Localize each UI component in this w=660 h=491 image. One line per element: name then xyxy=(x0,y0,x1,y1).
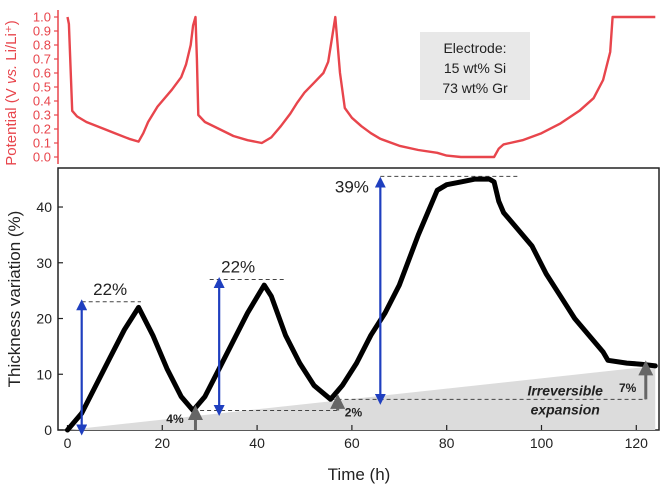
irreversible-step-label: 7% xyxy=(619,381,637,395)
thickness-panel: 0 10 20 30 40 0 20 40 60 80 100 120 Time (h) Thicknes… xyxy=(5,167,660,484)
potential-y-tick-label: 1.0 xyxy=(33,10,51,25)
time-x-axis-title: Time (h) xyxy=(328,465,391,484)
thickness-curve xyxy=(65,176,658,433)
expansion-percent-label: 39% xyxy=(335,177,369,196)
potential-y-tick-label: 0.9 xyxy=(33,24,51,39)
thickness-y-tick-label: 30 xyxy=(36,255,52,271)
thickness-x-tick-label: 0 xyxy=(64,435,72,451)
thickness-x-tick-label: 80 xyxy=(439,435,455,451)
thickness-x-tick-label: 120 xyxy=(625,435,649,451)
potential-y-tick-label: 0.5 xyxy=(33,80,51,95)
potential-y-tick-label: 0.1 xyxy=(33,136,51,151)
irreversible-expansion-label: Irreversible xyxy=(527,382,603,398)
potential-y-tick-label: 0.3 xyxy=(33,108,51,123)
thickness-x-tick-label: 20 xyxy=(154,435,170,451)
electrode-legend-line: Electrode: xyxy=(443,40,506,56)
potential-y-tick-label: 0.0 xyxy=(33,150,51,165)
expansion-percent-label: 22% xyxy=(93,280,127,299)
potential-curve xyxy=(66,15,656,159)
potential-y-tick-label: 0.8 xyxy=(33,38,51,53)
electrode-legend-box xyxy=(420,32,530,100)
irreversible-step-label: 2% xyxy=(345,405,363,419)
thickness-y-axis-title: Thickness variation (%) xyxy=(5,211,24,388)
irreversible-expansion-label: expansion xyxy=(531,401,600,417)
potential-panel: 0.00.10.20.30.40.50.60.70.80.91.0 Potenti… xyxy=(3,10,656,166)
electrode-legend: Electrode: 15 wt% Si 73 wt% Gr xyxy=(420,32,530,100)
electrode-legend-line: 15 wt% Si xyxy=(444,60,506,76)
irreversible-step-label: 4% xyxy=(166,412,184,426)
thickness-y-tick-label: 40 xyxy=(36,199,52,215)
potential-y-tick-label: 0.6 xyxy=(33,66,51,81)
thickness-y-tick-label: 10 xyxy=(36,366,52,382)
thickness-y-tick-label: 0 xyxy=(44,422,52,438)
thickness-x-tick-label: 40 xyxy=(249,435,265,451)
thickness-x-tick-label: 60 xyxy=(344,435,360,451)
electrode-legend-line: 73 wt% Gr xyxy=(442,80,508,96)
thickness-x-tick-label: 100 xyxy=(530,435,554,451)
potential-y-axis-title: Potential (V vs. Li/Li⁺) xyxy=(3,20,20,166)
potential-y-tick-label: 0.4 xyxy=(33,94,51,109)
thickness-y-tick-label: 20 xyxy=(36,311,52,327)
expansion-percent-label: 22% xyxy=(221,257,255,276)
irreversible-expansion-wedge xyxy=(67,365,656,430)
potential-y-tick-label: 0.2 xyxy=(33,122,51,137)
potential-y-tick-label: 0.7 xyxy=(33,52,51,67)
